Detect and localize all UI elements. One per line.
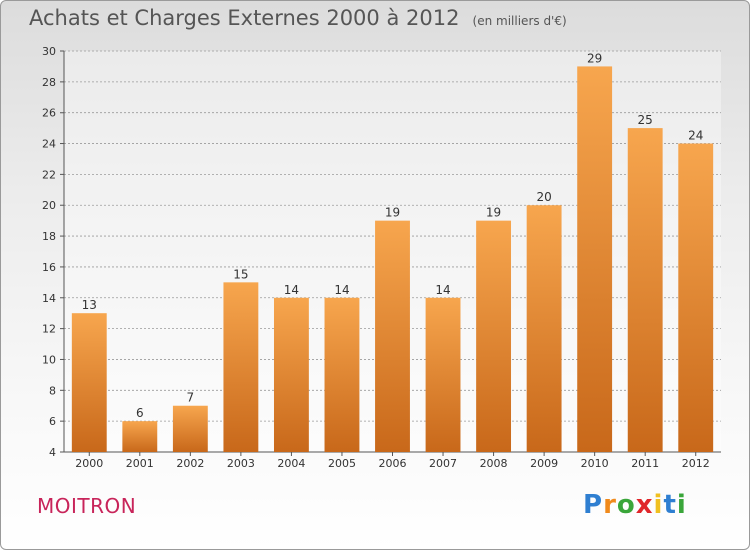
bar xyxy=(476,220,512,452)
x-tick-label: 2010 xyxy=(581,457,609,470)
x-tick-label: 2008 xyxy=(480,457,508,470)
bar xyxy=(526,205,562,452)
y-tick-label: 24 xyxy=(42,138,56,151)
x-tick-label: 2004 xyxy=(277,457,305,470)
logo-letter: t xyxy=(663,490,677,520)
x-tick-label: 2003 xyxy=(227,457,255,470)
x-tick-label: 2009 xyxy=(530,457,558,470)
y-tick-label: 28 xyxy=(42,76,56,89)
y-tick-label: 14 xyxy=(42,292,56,305)
x-tick-label: 2000 xyxy=(75,457,103,470)
data-label: 24 xyxy=(688,129,703,143)
data-label: 19 xyxy=(385,206,400,220)
y-tick-label: 30 xyxy=(42,45,56,58)
logo-letter: x xyxy=(635,490,654,520)
y-tick-label: 10 xyxy=(42,353,56,366)
data-label: 15 xyxy=(233,267,248,281)
bar xyxy=(122,421,158,452)
chart-title-block: Achats et Charges Externes 2000 à 2012 (… xyxy=(29,6,567,30)
logo-letter: o xyxy=(616,490,636,520)
bar xyxy=(273,297,309,452)
commune-name: MOITRON xyxy=(37,494,137,518)
bar xyxy=(375,220,410,452)
y-tick-label: 16 xyxy=(42,261,56,274)
x-tick-label: 2005 xyxy=(328,457,356,470)
chart-unit: (en milliers d'€) xyxy=(472,14,567,28)
data-label: 25 xyxy=(638,113,653,127)
y-tick-label: 8 xyxy=(49,384,56,397)
data-label: 14 xyxy=(334,283,349,297)
bar xyxy=(223,282,259,452)
data-label: 19 xyxy=(486,206,501,220)
proxiti-logo: Proxiti xyxy=(583,490,687,520)
logo-letter: i xyxy=(653,490,664,520)
data-label: 14 xyxy=(435,283,450,297)
bar xyxy=(577,66,613,452)
y-tick-label: 4 xyxy=(49,446,56,459)
x-tick-label: 2012 xyxy=(682,457,710,470)
bar xyxy=(172,405,208,452)
y-tick-label: 18 xyxy=(42,230,56,243)
chart-title: Achats et Charges Externes 2000 à 2012 xyxy=(29,6,460,30)
bar xyxy=(71,313,107,452)
x-tick-label: 2011 xyxy=(631,457,659,470)
data-label: 13 xyxy=(82,298,97,312)
data-label: 7 xyxy=(187,391,195,405)
y-tick-label: 12 xyxy=(42,323,56,336)
data-label: 6 xyxy=(136,406,144,420)
logo-letter: P xyxy=(583,490,604,520)
x-tick-label: 2002 xyxy=(176,457,204,470)
data-label: 14 xyxy=(284,283,299,297)
logo-letter: i xyxy=(676,490,687,520)
data-label: 20 xyxy=(536,190,551,204)
y-tick-label: 6 xyxy=(49,415,56,428)
data-label: 29 xyxy=(587,51,602,65)
bar xyxy=(627,128,663,452)
y-tick-label: 22 xyxy=(42,168,56,181)
x-tick-label: 2001 xyxy=(126,457,154,470)
logo-letter: r xyxy=(603,490,617,520)
x-tick-label: 2006 xyxy=(379,457,407,470)
bar xyxy=(678,143,714,453)
bar xyxy=(425,297,461,452)
y-tick-label: 26 xyxy=(42,107,56,120)
bar xyxy=(324,297,360,452)
x-tick-label: 2007 xyxy=(429,457,457,470)
y-tick-label: 20 xyxy=(42,199,56,212)
